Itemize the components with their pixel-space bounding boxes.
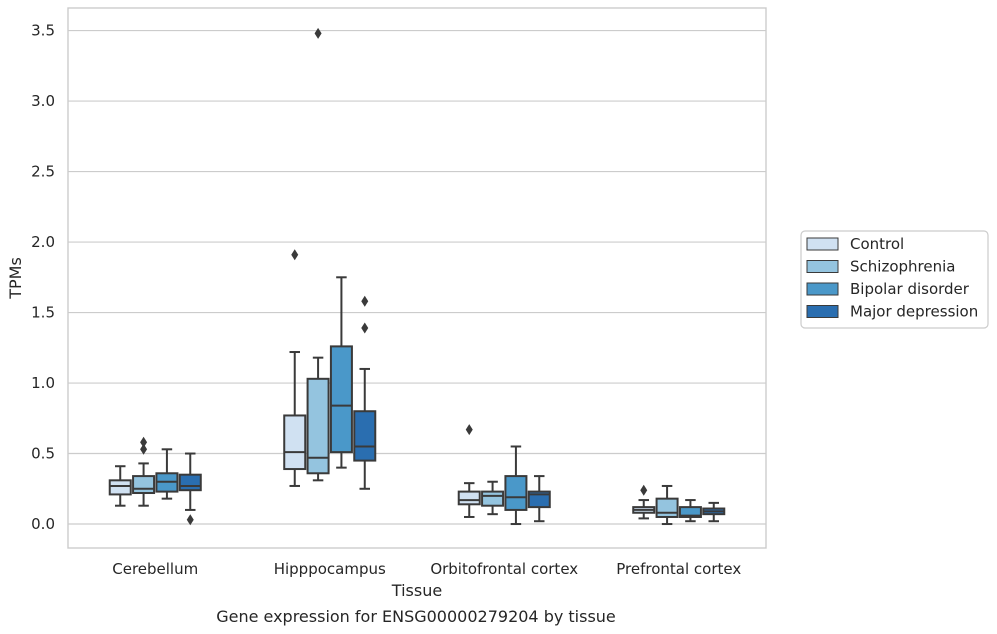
box-iqr: [306, 377, 330, 475]
box-iqr: [504, 475, 528, 511]
legend-swatch: [806, 282, 839, 296]
box-iqr: [178, 473, 202, 492]
box-schizophrenia: [655, 484, 679, 526]
y-tick-label: 0.5: [31, 445, 55, 463]
y-tick-label: 0.0: [31, 515, 55, 533]
x-tick-label: Hipppocampus: [274, 560, 386, 578]
y-tick-label: 1.0: [31, 374, 55, 392]
chart-caption: Gene expression for ENSG00000279204 by t…: [216, 607, 616, 626]
box-bipolar-disorder: [329, 276, 353, 469]
box-schizophrenia: [306, 27, 330, 482]
legend-label: Control: [850, 235, 904, 253]
x-axis-label: Tissue: [391, 581, 442, 600]
box-iqr: [457, 490, 481, 506]
box-iqr: [481, 490, 505, 507]
box-iqr: [132, 475, 156, 495]
outlier-point: [361, 322, 369, 334]
box-iqr: [678, 506, 702, 518]
x-axis-ticks: Cerebellum Hipppocampus Orbitofrontal cort…: [112, 560, 741, 578]
legend-swatch: [806, 305, 839, 318]
box-iqr: [283, 414, 307, 471]
box-major-depression: [527, 475, 551, 523]
y-tick-label: 3.0: [31, 92, 55, 110]
box-control: [457, 424, 481, 518]
box-major-depression: [702, 501, 726, 523]
box-iqr: [108, 479, 132, 496]
plot-frame: [67, 7, 767, 549]
outlier-point: [186, 514, 194, 526]
outlier-point: [140, 443, 148, 455]
y-tick-label: 2.0: [31, 233, 55, 251]
box-plots: [108, 27, 726, 526]
y-tick-label: 3.5: [31, 22, 55, 40]
box-major-depression: [178, 452, 202, 526]
x-tick-label: Orbitofrontal cortex: [430, 560, 578, 578]
gridlines: [68, 29, 766, 525]
legend: Control Schizophrenia Bipolar disorder Majo…: [800, 230, 989, 329]
box-control: [632, 484, 656, 520]
legend-label: Schizophrenia: [850, 258, 955, 276]
box-major-depression: [353, 295, 377, 490]
outlier-point: [361, 295, 369, 307]
x-tick-label: Prefrontal cortex: [616, 560, 741, 578]
outlier-point: [640, 484, 648, 496]
outlier-point: [291, 249, 299, 261]
box-iqr: [353, 410, 377, 462]
box-schizophrenia: [481, 480, 505, 516]
outlier-point: [465, 424, 473, 436]
box-bipolar-disorder: [678, 499, 702, 523]
legend-label: Bipolar disorder: [850, 280, 970, 298]
box-schizophrenia: [132, 436, 156, 507]
y-axis-ticks: 0.0 0.5 1.0 1.5 2.0 2.5 3.0 3.5: [31, 22, 55, 533]
box-control: [283, 249, 307, 487]
y-tick-label: 1.5: [31, 304, 55, 322]
legend-swatch: [806, 237, 839, 251]
legend-frame: [800, 230, 989, 329]
y-tick-label: 2.5: [31, 163, 55, 181]
box-iqr: [527, 490, 551, 509]
box-bipolar-disorder: [504, 445, 528, 526]
outlier-point: [314, 27, 322, 39]
box-bipolar-disorder: [155, 448, 179, 500]
y-axis-label: TPMs: [6, 257, 25, 300]
box-control: [108, 465, 132, 507]
outlier-point: [140, 436, 148, 448]
x-tick-label: Cerebellum: [112, 560, 198, 578]
legend-label: Major depression: [850, 303, 978, 321]
box-iqr: [655, 497, 679, 518]
box-iqr: [329, 345, 353, 454]
legend-swatch: [806, 260, 839, 273]
